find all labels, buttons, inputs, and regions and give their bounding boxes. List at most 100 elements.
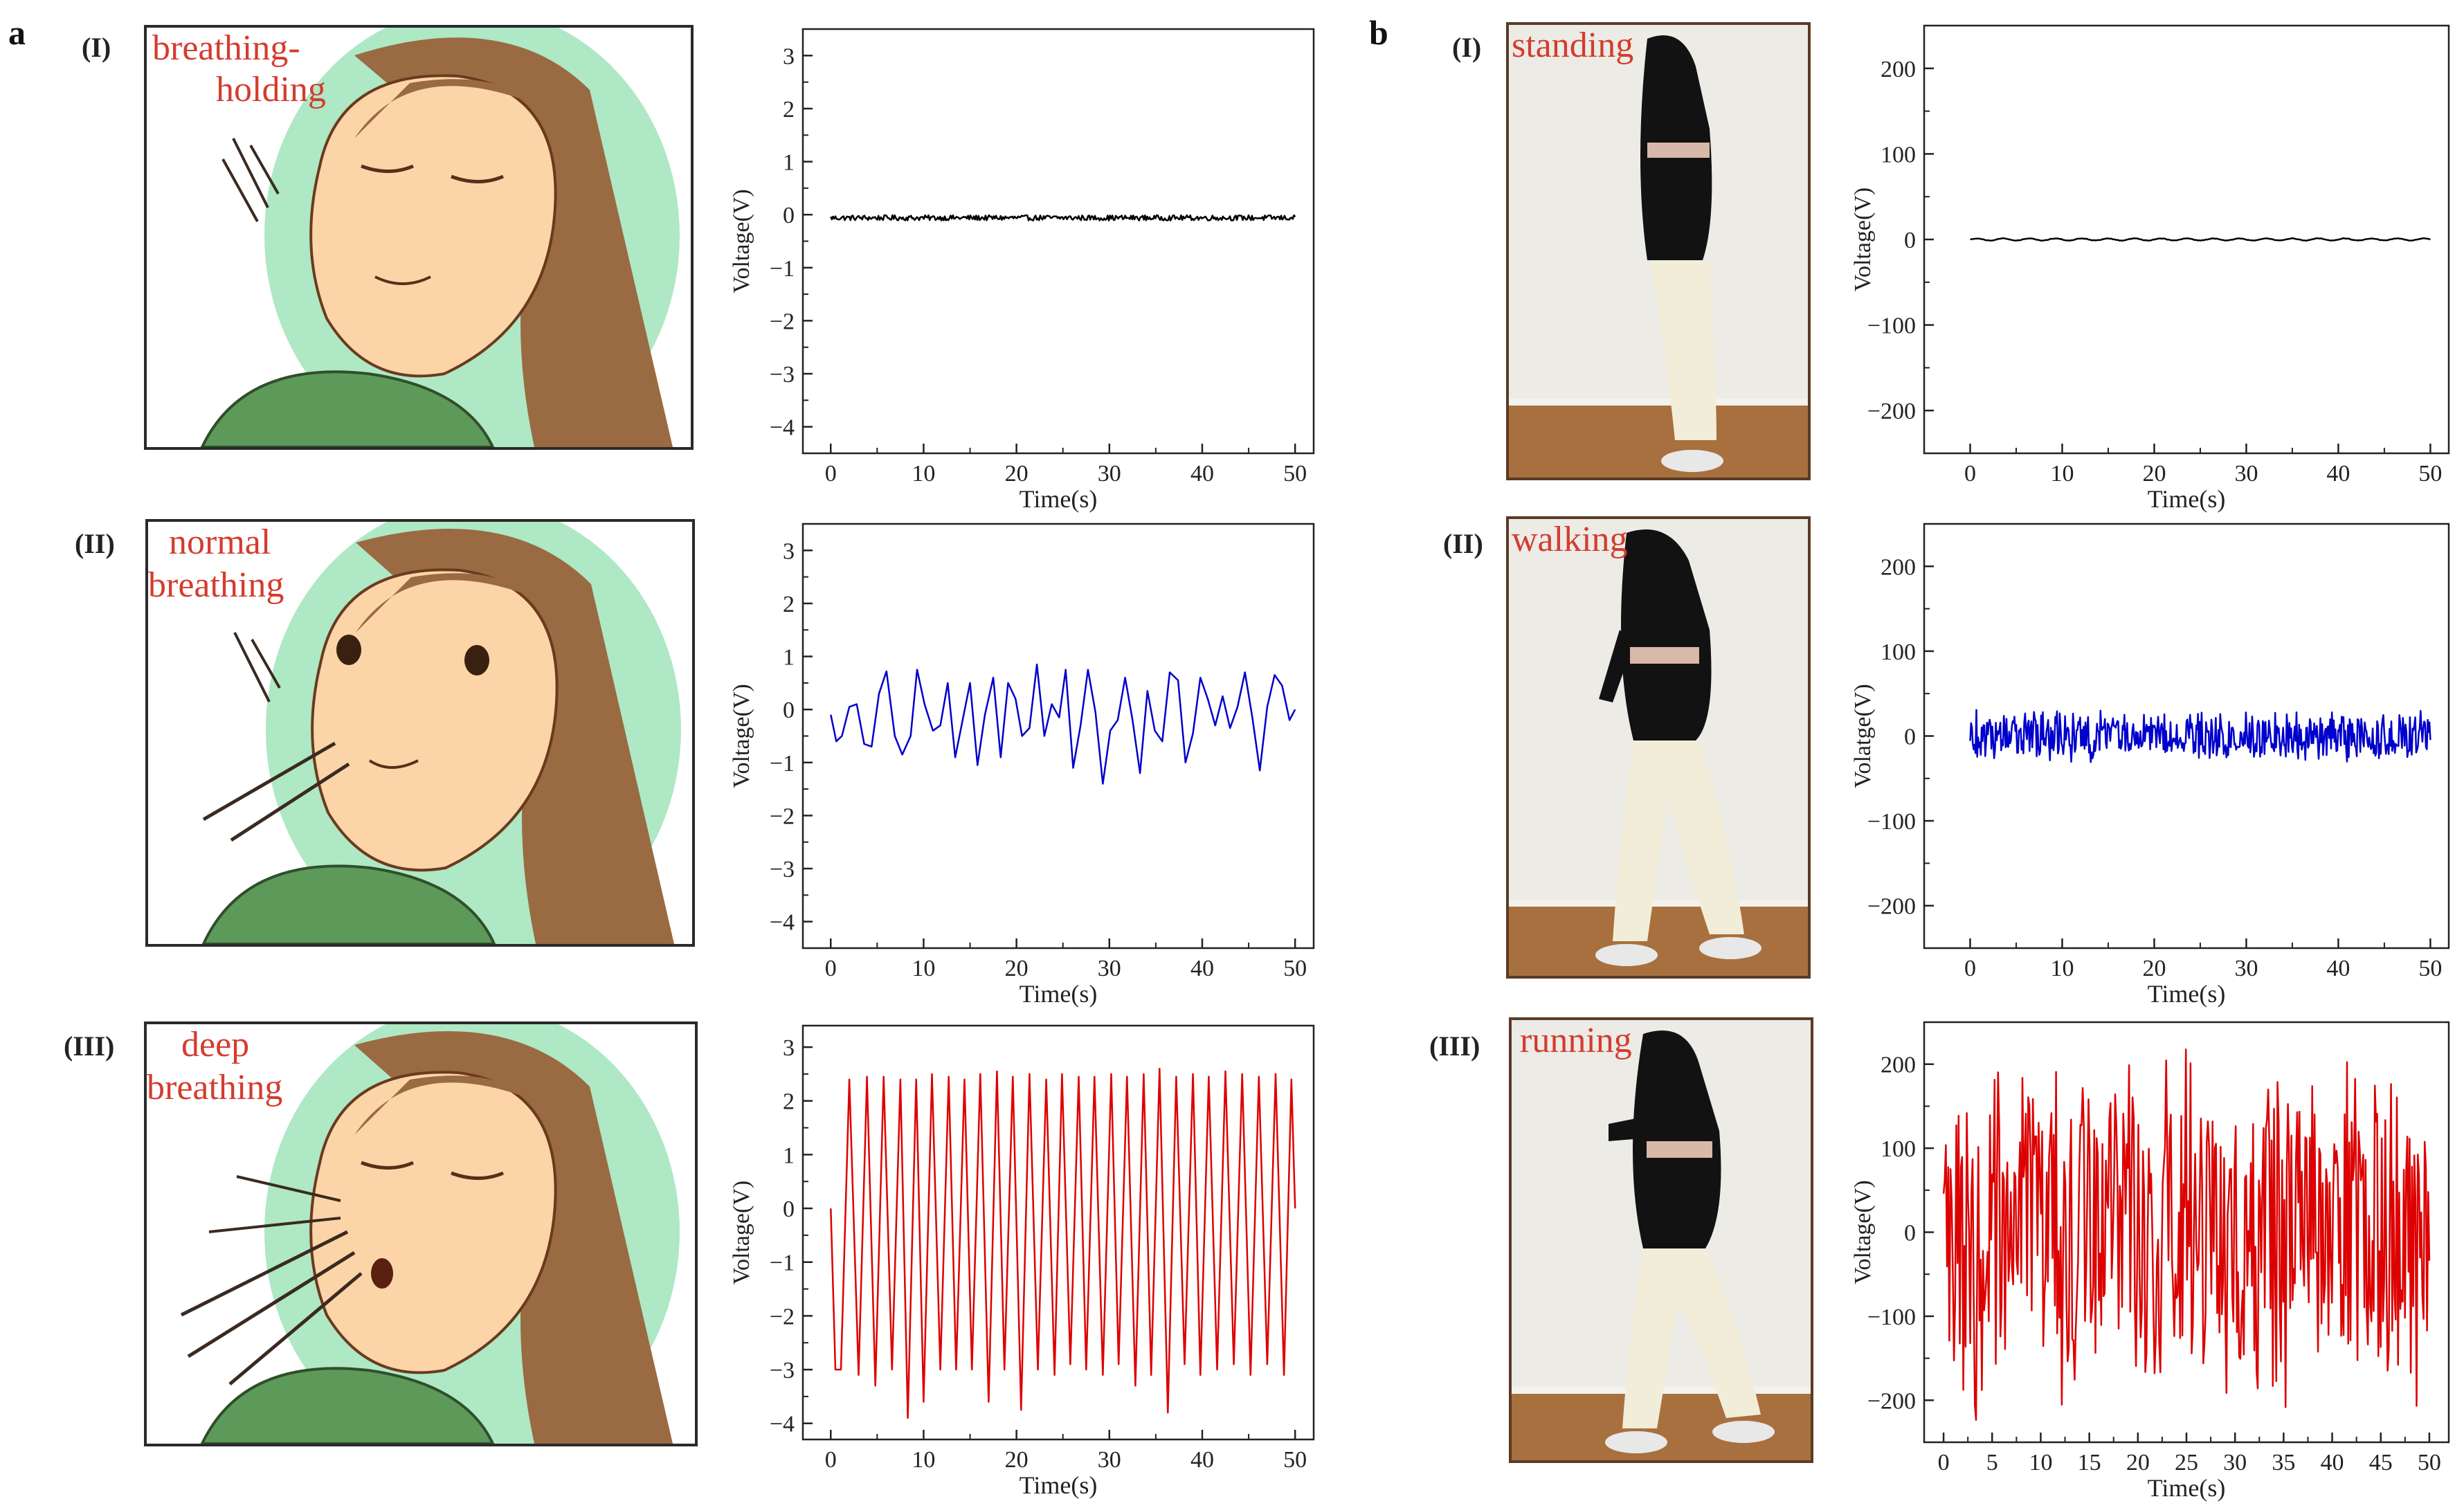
x-tick-label: 40 xyxy=(2321,1450,2344,1475)
series-line xyxy=(830,214,1296,221)
x-tick-label: 10 xyxy=(912,461,935,487)
caption-b-2: walking xyxy=(1512,520,1628,559)
x-tick-label: 40 xyxy=(1190,461,1214,487)
face-illustration-3 xyxy=(180,1024,680,1444)
y-tick-label: 2 xyxy=(783,97,795,122)
photo-running: running xyxy=(1509,1017,1813,1463)
photo-standing: standing xyxy=(1506,22,1811,480)
x-tick-label: 0 xyxy=(1964,461,1976,487)
row-label-b-3: (III) xyxy=(1429,1030,1480,1062)
y-tick-label: −3 xyxy=(770,857,795,882)
row-label-a-1: (I) xyxy=(82,32,111,63)
y-tick-label: −200 xyxy=(1867,1388,1916,1414)
y-tick-label: −100 xyxy=(1867,1305,1916,1330)
caption-a-3-line-1: deep xyxy=(181,1025,250,1064)
y-tick-label: −4 xyxy=(770,910,795,936)
caption-a-3-line-2: breathing xyxy=(147,1068,283,1107)
x-tick-label: 30 xyxy=(2223,1450,2247,1475)
chart-running: −200 −100 0 100 200 0 5 10 15 20 25 30 35 40 45 50 Time(… xyxy=(1850,1021,2450,1502)
x-tick-label: 0 xyxy=(1938,1450,1950,1475)
x-axis-label: Time(s) xyxy=(2148,1474,2226,1502)
series-line xyxy=(830,1067,1296,1419)
x-tick-label: 20 xyxy=(2126,1450,2150,1475)
y-tick-label: −100 xyxy=(1867,314,1916,339)
x-tick-label: 20 xyxy=(2142,461,2166,487)
row-label-a-3: (III) xyxy=(64,1030,115,1062)
y-tick-label: −2 xyxy=(770,1304,795,1329)
x-tick-label: 20 xyxy=(2142,956,2166,981)
y-tick-label: 100 xyxy=(1881,1136,1916,1162)
person-walking-figure xyxy=(1509,519,1808,976)
y-tick-label: 0 xyxy=(1904,228,1916,253)
x-tick-label: 10 xyxy=(2050,461,2074,487)
x-tick-label: 0 xyxy=(825,956,837,981)
caption-a-1-line-1: breathing- xyxy=(152,28,300,68)
y-tick-label: 0 xyxy=(783,698,795,723)
y-tick-label: 200 xyxy=(1881,554,1916,580)
plot-frame xyxy=(801,28,1315,455)
x-tick-label: 40 xyxy=(2326,956,2350,981)
plot-frame xyxy=(801,1024,1315,1441)
y-tick-label: −4 xyxy=(770,415,795,441)
photo-walking: walking xyxy=(1506,516,1811,979)
x-tick-label: 50 xyxy=(1283,1447,1307,1473)
y-axis-label: Voltage(V) xyxy=(1850,188,1876,291)
x-tick-label: 35 xyxy=(2272,1450,2295,1475)
y-axis-label: Volatge(V) xyxy=(1850,684,1876,788)
y-tick-label: 1 xyxy=(783,645,795,671)
chart-standing: −200 −100 0 100 200 0 10 20 30 40 50 Time(s) Voltage… xyxy=(1850,24,2450,513)
plot-frame xyxy=(801,523,1315,950)
y-tick-label: −100 xyxy=(1867,809,1916,835)
y-tick-label: −1 xyxy=(770,1251,795,1276)
panel-letter-b: b xyxy=(1369,13,1388,52)
illustration-deep-breathing: deep breathing xyxy=(144,1021,698,1446)
x-tick-label: 30 xyxy=(1098,956,1121,981)
series-line xyxy=(1942,1048,2431,1421)
y-tick-label: −1 xyxy=(770,751,795,776)
x-tick-label: 50 xyxy=(2418,461,2442,487)
x-tick-label: 40 xyxy=(1190,1447,1214,1473)
y-tick-label: 3 xyxy=(783,538,795,564)
y-axis-label: Voltage(V) xyxy=(729,684,754,788)
y-tick-label: 1 xyxy=(783,1143,795,1168)
y-tick-label: 100 xyxy=(1881,142,1916,167)
person-running-figure xyxy=(1512,1020,1811,1460)
caption-b-1: standing xyxy=(1512,26,1634,65)
y-tick-label: −3 xyxy=(770,362,795,388)
series-line xyxy=(1969,709,2431,763)
x-tick-label: 20 xyxy=(1005,1447,1029,1473)
x-tick-label: 40 xyxy=(2326,461,2350,487)
x-tick-label: 45 xyxy=(2369,1450,2393,1475)
caption-a-1-line-2: holding xyxy=(216,70,326,109)
y-tick-label: 0 xyxy=(1904,1221,1916,1246)
y-tick-label: 3 xyxy=(783,1035,795,1061)
y-tick-label: 2 xyxy=(783,1089,795,1115)
x-tick-label: 50 xyxy=(2418,1450,2441,1475)
x-tick-label: 0 xyxy=(1964,956,1976,981)
x-axis-label: Time(s) xyxy=(1020,485,1098,513)
y-tick-label: 0 xyxy=(1904,725,1916,750)
y-tick-label: −2 xyxy=(770,803,795,829)
face-illustration-1 xyxy=(200,28,680,447)
illustration-breathing-holding: breathing- holding xyxy=(144,25,694,450)
x-tick-label: 50 xyxy=(1283,461,1307,487)
y-tick-label: −3 xyxy=(770,1358,795,1383)
x-tick-label: 30 xyxy=(1098,1447,1121,1473)
x-tick-label: 30 xyxy=(2234,956,2258,981)
y-tick-label: 200 xyxy=(1881,57,1916,82)
x-tick-label: 15 xyxy=(2078,1450,2101,1475)
x-tick-label: 10 xyxy=(2050,956,2074,981)
x-tick-label: 50 xyxy=(1283,956,1307,981)
x-tick-label: 0 xyxy=(825,1447,837,1473)
panel-letter-a: a xyxy=(8,13,26,52)
y-tick-label: 200 xyxy=(1881,1053,1916,1078)
x-tick-label: 40 xyxy=(1190,956,1214,981)
x-tick-label: 10 xyxy=(912,1447,935,1473)
illustration-normal-breathing: normal breathing xyxy=(145,519,695,947)
y-axis-label: Voltage(V) xyxy=(1850,1180,1876,1284)
x-tick-label: 30 xyxy=(2234,461,2258,487)
chart-walking: −200 −100 0 100 200 0 10 20 30 40 50 Time(s) Volatge… xyxy=(1850,523,2450,1008)
